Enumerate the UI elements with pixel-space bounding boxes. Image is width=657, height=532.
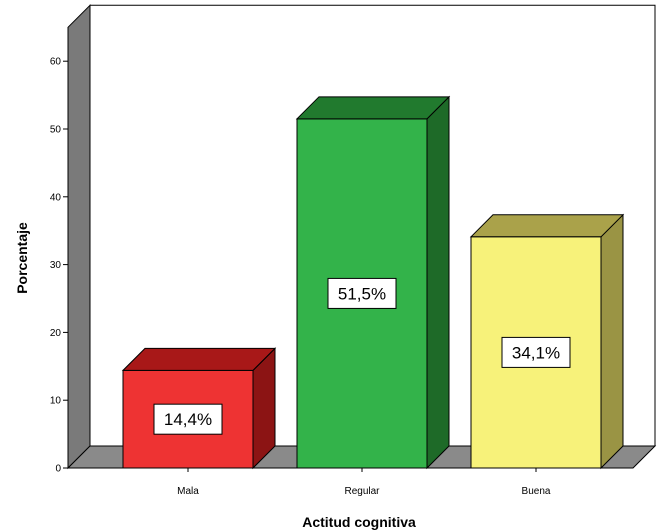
x-tick-label: Mala (177, 486, 199, 497)
y-tick-label: 0 (55, 464, 61, 475)
side-wall (67, 4, 91, 470)
bar-side (600, 213, 624, 470)
x-axis: Mala Regular Buena (177, 468, 551, 497)
data-label: 51,5% (338, 284, 386, 303)
y-tick-label: 10 (50, 396, 62, 407)
y-tick-label: 50 (50, 125, 62, 136)
data-label-box (327, 277, 397, 309)
data-label-box (501, 336, 571, 368)
y-tick-label: 30 (50, 260, 62, 271)
bar-top (121, 347, 277, 371)
data-label: 34,1% (512, 343, 560, 362)
data-label: 14,4% (164, 410, 212, 429)
bar-top (295, 96, 451, 120)
bars: 14,4% 51,5% 34,1% (121, 95, 625, 470)
x-tick-label: Buena (522, 486, 551, 497)
y-tick-label: 20 (50, 328, 62, 339)
data-label-box (153, 403, 223, 435)
bar-side (426, 95, 450, 470)
bar-top (469, 214, 625, 238)
y-axis-title: Porcentaje (14, 222, 30, 294)
bar-mala: 14,4% (121, 347, 277, 470)
bar-regular: 51,5% (295, 95, 451, 470)
x-axis-title: Actitud cognitiva (302, 514, 416, 530)
bar-front (470, 236, 602, 469)
x-tick-label: Regular (344, 486, 380, 497)
y-tick-label: 40 (50, 192, 62, 203)
y-axis: 0 10 20 30 40 50 60 (50, 27, 69, 475)
y-tick-label: 60 (50, 57, 62, 68)
bar-buena: 34,1% (469, 213, 625, 470)
